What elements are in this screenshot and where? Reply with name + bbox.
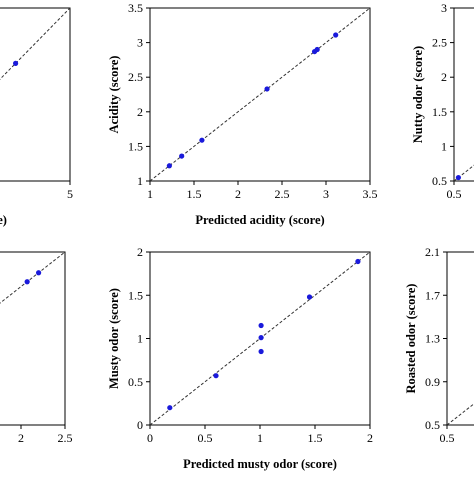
x-tick-label: 0.5 [447,187,462,201]
y-tick-label: 1.5 [432,105,447,119]
y-tick-label: 1 [137,332,143,346]
data-point [258,335,264,341]
data-point [179,153,185,159]
y-tick-label: 2.1 [425,245,440,259]
x-tick-label: 2 [367,431,373,445]
data-point [258,322,264,329]
x-tick-label: 1 [147,187,153,201]
data-point [355,258,361,265]
scatter-panel-4: 22.5r (score) [0,251,73,445]
y-axis-title: Roasted odor (score) [404,284,418,394]
plot-frame [446,251,474,426]
plot-frame [453,7,474,182]
reference-line [446,403,474,426]
reference-line [0,7,71,80]
y-axis-title: Nutty odor (score) [411,46,425,143]
y-tick-label: 1.3 [425,332,440,346]
scatter-panel-6: 0.50.50.91.31.72.1PrRoasted odor (score) [404,245,474,445]
data-point [167,405,173,411]
plot-frame [0,7,71,182]
y-tick-label: 0.5 [432,174,447,188]
reference-line [149,7,371,182]
y-axis-title: Acidity (score) [107,56,121,134]
x-tick-label: 1.5 [308,431,323,445]
x-tick-label: 3 [323,187,329,201]
x-axis-title: Predicted acidity (score) [195,213,324,227]
y-tick-label: 3.5 [128,1,143,15]
reference-line [0,251,66,304]
y-tick-label: 0.5 [425,418,440,432]
y-tick-label: 3 [441,1,447,15]
y-tick-label: 1.5 [128,139,143,153]
x-tick-label: 2 [235,187,241,201]
y-tick-label: 1 [137,174,143,188]
y-axis-title: Musty odor (score) [107,288,121,389]
data-point [13,60,19,66]
data-point [314,46,320,53]
y-tick-label: 1 [441,139,447,153]
reference-line [453,164,474,182]
y-tick-label: 2 [137,245,143,259]
x-tick-label: 3.5 [363,187,378,201]
data-point [333,32,339,38]
y-tick-label: 2.5 [432,36,447,50]
x-tick-label: 0.5 [198,431,213,445]
y-tick-label: 0.5 [128,375,143,389]
y-tick-label: 2 [137,105,143,119]
plot-frame [0,251,66,426]
data-point [264,86,270,92]
x-tick-label: 1 [257,431,263,445]
x-tick-label: 2.5 [275,187,290,201]
scatter-panel-3: 0.510.511.522.53PNutty odor (score) [411,1,474,201]
scatter-panel-1: 4.55s (score) [0,7,73,227]
x-tick-label: 5 [67,187,73,201]
reference-line [149,251,371,426]
data-point [455,174,461,181]
data-point [213,373,219,379]
x-tick-label: 0.5 [440,431,455,445]
scatter-panel-5: 0 0.5 1 1.5 2 0 0.5 1 1.5 2 Predicted musty odor (… [107,245,373,471]
data-point [36,270,42,276]
y-tick-label: 2.5 [128,70,143,84]
y-tick-label: 1.5 [128,288,143,302]
y-tick-label: 0 [137,418,143,432]
y-tick-label: 0.9 [425,375,440,389]
x-axis-title: Predicted musty odor (score) [183,457,337,471]
data-point [258,348,264,355]
x-axis-title: s (score) [0,213,7,227]
data-point [166,163,172,169]
y-tick-label: 2 [441,70,447,84]
y-tick-label: 1.7 [425,288,440,302]
scatter-panel-2: 1 1.5 2 2.5 3 3.5 1 1.5 2 2.5 3 3.5 Predicted acidit… [107,1,378,227]
x-tick-label: 2 [18,431,24,445]
data-point [306,294,313,300]
x-tick-label: 1.5 [187,187,202,201]
y-tick-label: 3 [137,36,143,50]
x-tick-label: 2.5 [58,431,73,445]
data-point [24,279,30,285]
plot-frame [149,7,371,182]
x-tick-label: 0 [147,431,153,445]
data-point [199,137,205,143]
